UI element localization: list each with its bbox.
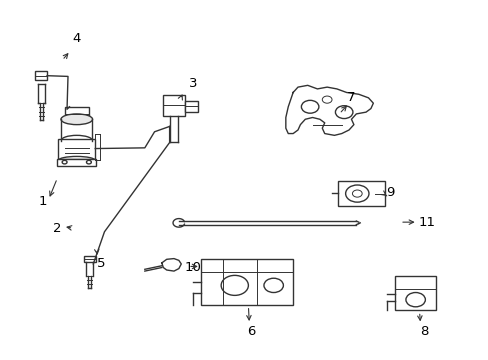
Text: 9: 9	[386, 186, 394, 199]
Text: 7: 7	[346, 91, 355, 104]
Bar	[201, 258, 292, 305]
Bar	[35, 71, 47, 80]
Bar	[163, 95, 184, 116]
Bar	[394, 276, 435, 310]
Text: 3: 3	[189, 77, 197, 90]
Text: 4: 4	[72, 32, 81, 45]
Bar	[337, 181, 384, 206]
Text: 5: 5	[97, 257, 105, 270]
Bar	[64, 107, 89, 119]
Bar	[58, 139, 95, 158]
Text: 1: 1	[39, 195, 47, 208]
Bar	[184, 101, 198, 112]
Text: 10: 10	[184, 261, 202, 274]
Text: 2: 2	[53, 222, 61, 235]
Ellipse shape	[61, 114, 92, 125]
Text: 8: 8	[419, 325, 427, 338]
Bar	[57, 158, 96, 166]
Bar	[84, 256, 96, 262]
Text: 6: 6	[247, 325, 255, 338]
Text: 11: 11	[417, 216, 434, 229]
